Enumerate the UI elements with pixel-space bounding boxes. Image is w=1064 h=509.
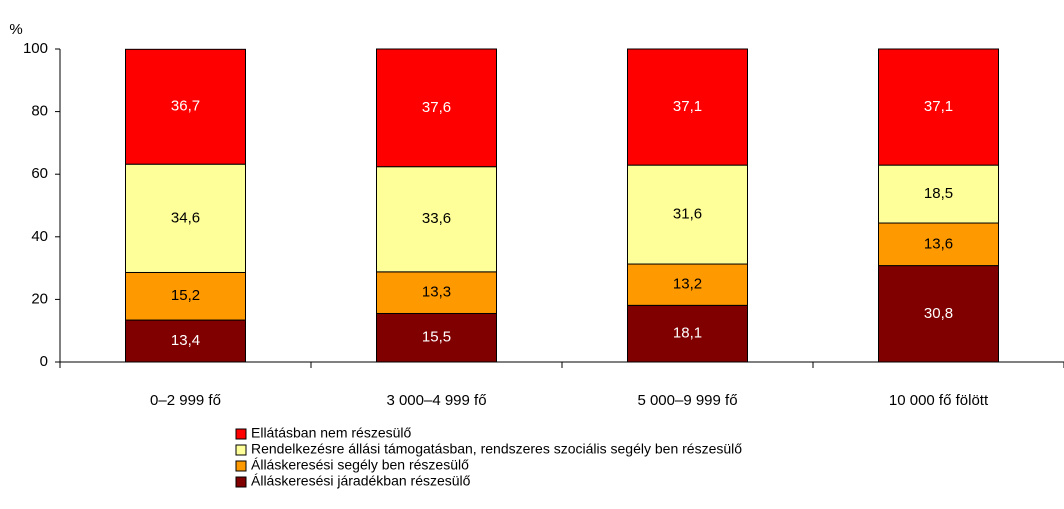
value-label: 13,3	[422, 284, 451, 301]
value-label: 13,4	[171, 332, 200, 349]
value-label: 30,8	[924, 305, 953, 322]
y-axis-label: %	[9, 21, 22, 38]
y-tick-label: 20	[31, 290, 48, 307]
bar-segment	[878, 222, 999, 267]
value-label: 34,6	[171, 209, 200, 226]
legend-label: Rendelkezésre állási támogatásban, rends…	[251, 441, 742, 457]
legend-swatch	[235, 444, 247, 456]
bar-segment	[627, 48, 748, 166]
bar-segment	[376, 271, 497, 314]
legend-label: Álláskeresési járadékban részesülő	[251, 473, 471, 489]
bar-segment	[627, 164, 748, 265]
bar-segment	[878, 265, 999, 363]
x-tick-label: 5 000–9 999 fő	[637, 392, 737, 409]
value-label: 15,2	[171, 287, 200, 304]
x-tick-label: 3 000–4 999 fő	[386, 392, 486, 409]
value-label: 37,1	[924, 98, 953, 115]
value-label: 36,7	[171, 98, 200, 115]
bar-segment	[125, 48, 246, 165]
value-label: 18,5	[924, 185, 953, 202]
y-tick-label: 0	[40, 353, 48, 370]
value-label: 37,6	[422, 99, 451, 116]
bar-segment	[125, 319, 246, 363]
bar-segment	[376, 48, 497, 168]
y-tick-label: 40	[31, 228, 48, 245]
legend-swatch	[235, 428, 247, 440]
y-tick-label: 80	[31, 103, 48, 120]
legend-label: Álláskeresési segély ben részesülő	[251, 457, 469, 473]
legend-swatch	[235, 460, 247, 472]
value-label: 37,1	[673, 98, 702, 115]
y-tick-label: 100	[23, 40, 48, 57]
bar-segment	[376, 166, 497, 273]
value-label: 31,6	[673, 206, 702, 223]
value-label: 15,5	[422, 329, 451, 346]
legend-swatch	[235, 476, 247, 488]
y-tick-label: 60	[31, 165, 48, 182]
bar-segment	[878, 164, 999, 224]
legend-label: Ellátásban nem részesülő	[251, 425, 412, 441]
value-label: 33,6	[422, 210, 451, 227]
x-tick-label: 10 000 fő fölött	[889, 392, 989, 409]
bar-segment	[376, 312, 497, 363]
value-label: 13,2	[673, 276, 702, 293]
value-label: 13,6	[924, 235, 953, 252]
bar-segment	[878, 48, 999, 166]
value-label: 18,1	[673, 325, 702, 342]
x-tick-label: 0–2 999 fő	[150, 392, 221, 409]
bar-segment	[627, 263, 748, 306]
